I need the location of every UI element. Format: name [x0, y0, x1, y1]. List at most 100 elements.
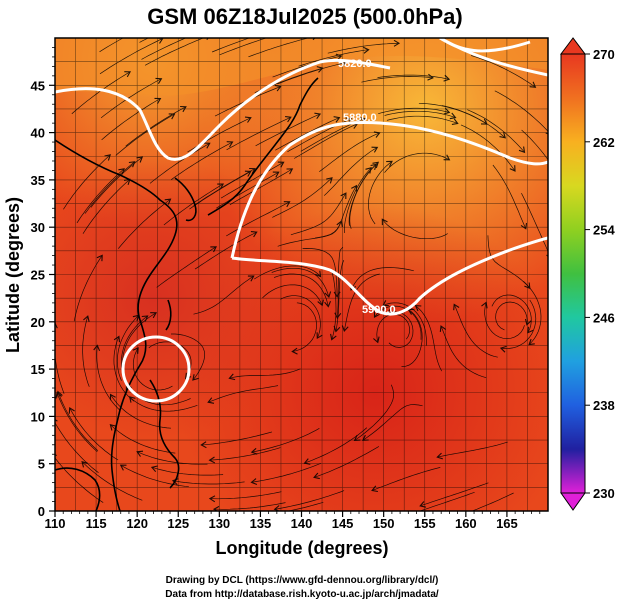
streamline-arrow	[499, 345, 507, 353]
streamline-arrow	[341, 325, 349, 333]
streamline-arrow	[373, 336, 380, 344]
streamline-arrow	[124, 71, 132, 78]
streamline	[377, 74, 450, 80]
streamline	[271, 267, 330, 298]
streamline	[368, 161, 393, 225]
streamline	[460, 124, 516, 172]
streamline	[82, 316, 90, 387]
chart-title: GSM 06Z18Jul2025 (500.0hPa)	[147, 4, 463, 29]
streamline	[55, 422, 99, 473]
y-tick-label: 45	[31, 78, 45, 93]
streamline	[487, 235, 531, 289]
streamline	[384, 152, 450, 173]
streamline	[274, 490, 345, 510]
streamline	[294, 123, 358, 159]
y-tick-label: 40	[31, 126, 45, 141]
colorbar-tick-label: 262	[593, 135, 615, 150]
streamline	[115, 113, 175, 156]
streamline	[99, 38, 163, 75]
streamline-arrow	[150, 465, 158, 473]
streamline-arrow	[453, 303, 460, 311]
streamline	[315, 185, 357, 239]
streamline	[125, 106, 187, 147]
streamline	[521, 129, 548, 161]
y-axis-ticks: 0 5 10 15 20 25 30 35 40 45	[31, 47, 55, 519]
streamline	[251, 427, 320, 453]
streamline	[76, 168, 125, 224]
streamline	[401, 309, 423, 367]
streamline-arrow	[250, 231, 258, 238]
streamline	[96, 345, 121, 412]
y-axis-label: Latitude (degrees)	[3, 197, 23, 353]
streamline-arrow	[154, 97, 162, 104]
streamline	[441, 105, 506, 139]
footer-credit: Drawing by DCL (https://www.gfd-dennou.o…	[166, 575, 439, 586]
streamline-arrow	[520, 222, 528, 230]
streamline	[470, 55, 536, 88]
streamline	[277, 221, 342, 247]
streamline-arrow	[96, 254, 103, 262]
streamline	[219, 38, 268, 56]
streamline	[286, 501, 324, 511]
streamline-arrow	[200, 441, 207, 449]
streamline-arrow	[324, 300, 332, 308]
contour-label-5880: 5880.0	[343, 112, 377, 124]
x-tick-label: 135	[250, 516, 272, 531]
colorbar-tick-label: 246	[593, 310, 615, 325]
streamline	[84, 161, 135, 214]
x-tick-label: 145	[332, 516, 354, 531]
streamline	[99, 38, 124, 53]
streamline	[386, 115, 458, 124]
streamline-arrow	[333, 291, 341, 298]
streamline	[371, 467, 441, 491]
streamline	[382, 302, 427, 346]
streamline-arrow	[247, 275, 255, 282]
streamline	[336, 246, 344, 318]
footer-source: Data from http://database.rish.kyoto-u.a…	[165, 589, 439, 600]
contour-labels: 5820.0 5880.0 5900.0	[338, 58, 396, 316]
streamline	[251, 462, 321, 483]
streamline	[148, 341, 192, 379]
streamline	[437, 441, 508, 458]
streamline	[82, 179, 131, 234]
streamline-arrow	[419, 501, 427, 508]
streamline-arrow	[128, 161, 136, 168]
streamline-arrow	[210, 246, 217, 253]
streamline-arrow	[314, 112, 322, 120]
y-tick-label: 0	[38, 504, 45, 519]
streamline	[362, 404, 423, 441]
streamline-arrow	[518, 146, 526, 154]
streamline	[420, 482, 489, 507]
streamline-arrow	[272, 171, 280, 178]
streamline	[492, 164, 527, 229]
streamline	[302, 248, 338, 297]
streamline-arrow	[228, 373, 236, 381]
streamline-arrow	[528, 338, 535, 346]
coastline-japan	[207, 77, 319, 216]
colorbar-body	[560, 53, 586, 494]
streamline-arrow	[283, 201, 291, 208]
contour-5880b	[439, 38, 531, 53]
streamline-arrow	[363, 46, 370, 54]
streamline	[229, 168, 293, 206]
y-tick-label: 25	[31, 268, 45, 283]
streamline-arrow	[104, 154, 112, 161]
coastline-taiwan	[165, 299, 172, 331]
colorbar-top-arrow	[560, 37, 586, 55]
streamline	[120, 464, 189, 488]
streamline	[100, 78, 162, 119]
streamline-arrow	[55, 321, 58, 329]
streamline	[500, 299, 537, 349]
colorbar-tick-label: 230	[593, 486, 615, 501]
streamline	[137, 451, 208, 465]
streamline-arrow	[192, 374, 199, 381]
contour-5900	[230, 120, 548, 259]
x-tick-label: 120	[126, 516, 148, 531]
streamline	[122, 312, 157, 372]
streamline-arrow	[109, 393, 116, 401]
streamline	[523, 280, 542, 345]
streamline	[209, 447, 281, 461]
streamline	[343, 167, 372, 234]
streamline	[226, 201, 290, 237]
streamline	[216, 171, 279, 209]
